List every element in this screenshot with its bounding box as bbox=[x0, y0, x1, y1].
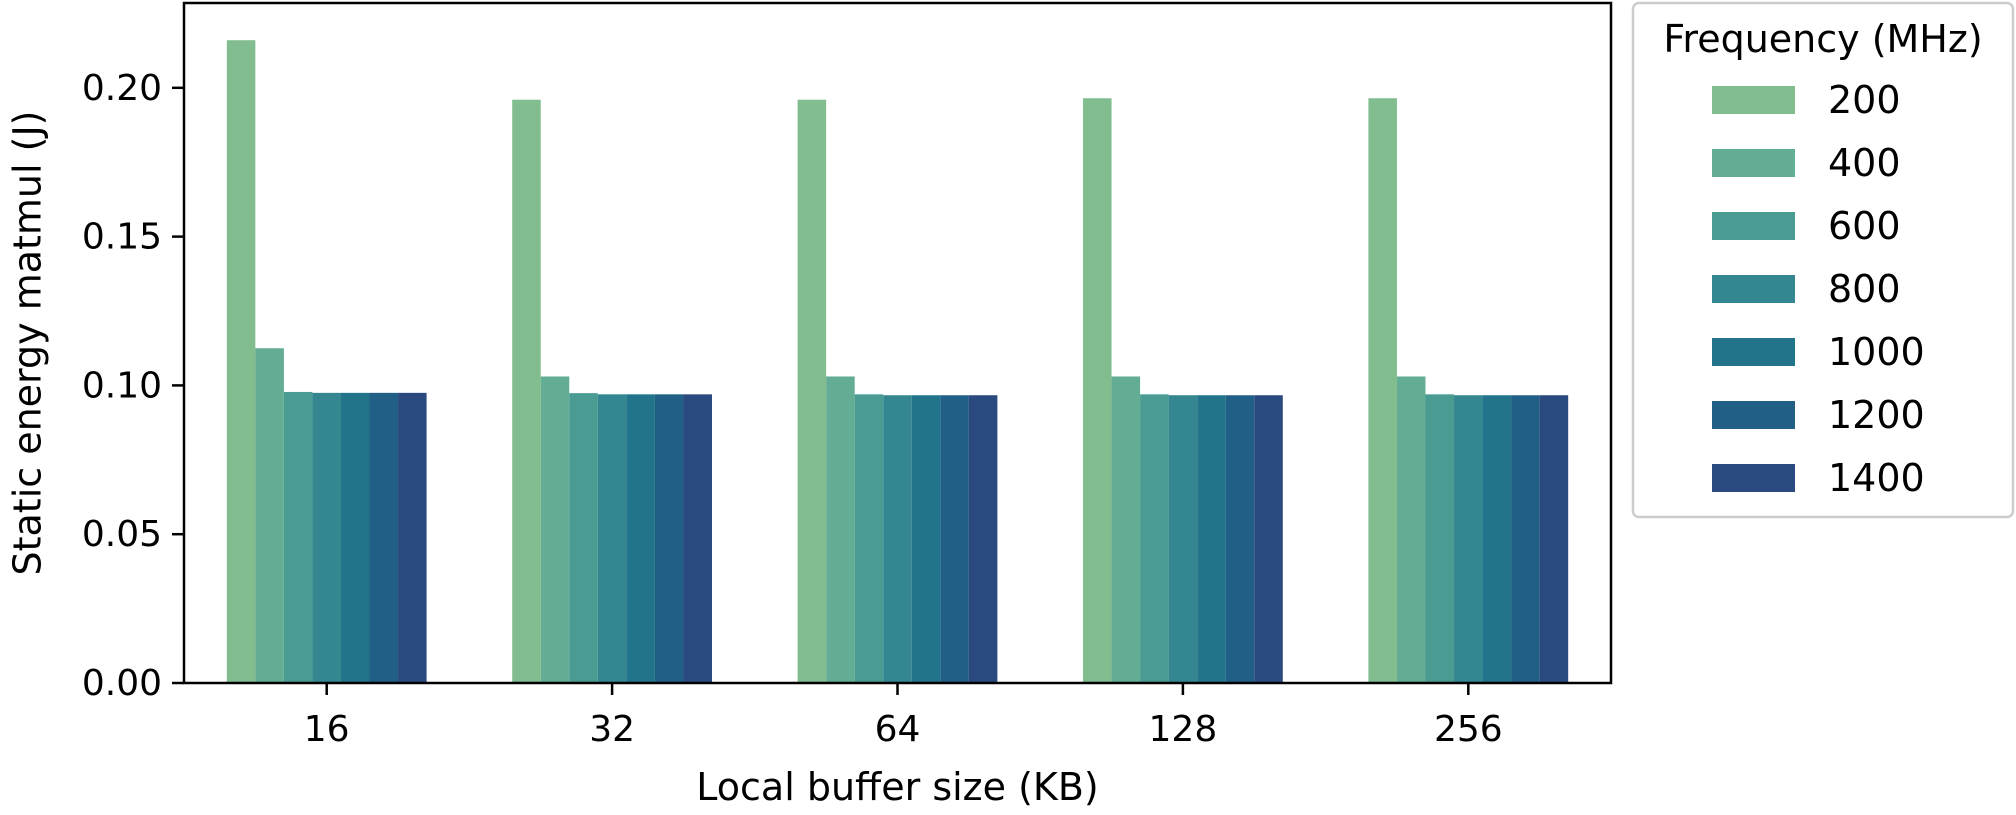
bars-layer bbox=[226, 40, 1569, 684]
legend-item: 600 bbox=[1712, 204, 1901, 248]
legend-item: 1000 bbox=[1712, 330, 1925, 374]
y-tick-label: 0.15 bbox=[82, 217, 162, 258]
legend-label: 200 bbox=[1828, 78, 1901, 122]
y-axis-label: Static energy matmul (J) bbox=[6, 110, 50, 575]
legend-label: 1200 bbox=[1828, 393, 1925, 437]
bar-16-1400 bbox=[398, 392, 427, 683]
x-tick-label: 64 bbox=[875, 709, 921, 750]
y-tick-label: 0.00 bbox=[82, 663, 162, 704]
bar-16-600 bbox=[283, 391, 313, 683]
bar-64-1000 bbox=[911, 395, 941, 683]
legend-label: 1000 bbox=[1828, 330, 1925, 374]
bar-256-400 bbox=[1396, 376, 1426, 683]
bar-128-1400 bbox=[1254, 395, 1283, 683]
legend: Frequency (MHz) 200 400 600 800 1000 1200 1400 bbox=[1631, 1, 2015, 519]
bar-64-800 bbox=[883, 395, 912, 683]
y-axis: 0.00 0.05 0.10 0.15 0.20 bbox=[82, 68, 184, 704]
bar-256-1000 bbox=[1482, 395, 1512, 683]
legend-swatch bbox=[1712, 86, 1795, 114]
x-tick-label: 16 bbox=[304, 709, 350, 750]
bar-64-400 bbox=[826, 376, 855, 683]
bar-128-800 bbox=[1168, 395, 1198, 683]
bar-16-800 bbox=[312, 392, 341, 683]
bar-32-1400 bbox=[683, 394, 712, 683]
legend-item: 400 bbox=[1712, 141, 1901, 185]
bar-32-200 bbox=[512, 99, 541, 684]
legend-item: 800 bbox=[1712, 267, 1901, 311]
legend-box bbox=[1631, 1, 2015, 519]
x-tick-label: 256 bbox=[1434, 709, 1503, 750]
bar-16-200 bbox=[226, 40, 256, 683]
legend-swatch bbox=[1712, 275, 1795, 303]
x-axis: 16 32 64 128 256 bbox=[304, 683, 1503, 750]
legend-swatch bbox=[1712, 149, 1795, 177]
bar-32-600 bbox=[569, 393, 598, 683]
legend-swatch bbox=[1712, 401, 1795, 429]
legend-items: 200 400 600 800 1000 1200 1400 bbox=[1712, 78, 1925, 500]
bar-256-1200 bbox=[1511, 395, 1540, 683]
bar-32-1000 bbox=[626, 394, 655, 683]
bar-64-1400 bbox=[968, 395, 998, 683]
y-tick-label: 0.10 bbox=[82, 365, 162, 406]
bar-32-400 bbox=[540, 376, 570, 683]
legend-label: 800 bbox=[1828, 267, 1901, 311]
y-tick-label: 0.20 bbox=[82, 68, 162, 109]
bar-16-1000 bbox=[340, 392, 370, 683]
legend-item: 1400 bbox=[1712, 456, 1925, 500]
bar-128-600 bbox=[1140, 394, 1169, 683]
x-axis-label: Local buffer size (KB) bbox=[696, 765, 1098, 809]
legend-label: 400 bbox=[1828, 141, 1901, 185]
x-tick-label: 32 bbox=[589, 709, 635, 750]
legend-label: 600 bbox=[1828, 204, 1901, 248]
bar-128-1200 bbox=[1225, 395, 1255, 683]
bar-32-800 bbox=[597, 394, 627, 683]
bar-32-1200 bbox=[654, 394, 684, 683]
bar-64-200 bbox=[797, 99, 827, 684]
bar-256-200 bbox=[1368, 98, 1397, 684]
bar-16-400 bbox=[255, 348, 284, 683]
bar-256-1400 bbox=[1539, 395, 1569, 683]
legend-label: 1400 bbox=[1828, 456, 1925, 500]
bar-128-200 bbox=[1083, 98, 1112, 684]
y-tick-label: 0.05 bbox=[82, 514, 162, 555]
bar-256-800 bbox=[1454, 395, 1483, 683]
legend-swatch bbox=[1712, 338, 1795, 366]
bar-128-1000 bbox=[1197, 395, 1226, 683]
legend-title: Frequency (MHz) bbox=[1663, 17, 1982, 61]
legend-item: 200 bbox=[1712, 78, 1901, 122]
bar-16-1200 bbox=[369, 392, 399, 683]
bar-64-600 bbox=[854, 394, 884, 683]
bar-128-400 bbox=[1111, 376, 1141, 683]
legend-swatch bbox=[1712, 464, 1795, 492]
legend-item: 1200 bbox=[1712, 393, 1925, 437]
legend-swatch bbox=[1712, 212, 1795, 240]
bar-256-600 bbox=[1425, 394, 1455, 683]
bar-64-1200 bbox=[940, 395, 969, 683]
x-tick-label: 128 bbox=[1149, 709, 1218, 750]
